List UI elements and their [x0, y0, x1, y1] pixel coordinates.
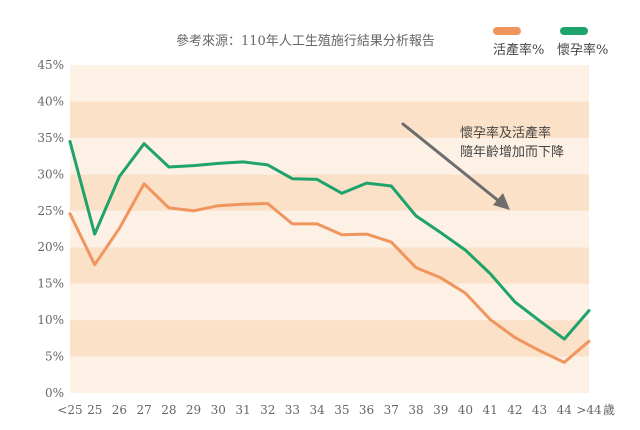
- x-tick-label: 26: [112, 403, 127, 417]
- legend-swatch-pregnancy: [560, 27, 588, 35]
- x-tick-label: 41: [483, 403, 498, 417]
- y-tick-label: 30%: [37, 167, 64, 181]
- legend-label-live-birth: 活產率%: [493, 42, 544, 58]
- x-tick-label: 29: [186, 403, 201, 417]
- source-note: 參考來源：110年人工生殖施行結果分析報告: [176, 33, 435, 49]
- y-tick-label: 0%: [45, 386, 64, 400]
- annotation-arrow-head: [493, 193, 510, 210]
- x-tick-label: 37: [384, 403, 399, 417]
- annotation-line-2: 隨年齡增加而下降: [460, 145, 564, 160]
- y-tick-label: 20%: [37, 240, 64, 254]
- annotation: 懷孕率及活產率 隨年齡增加而下降: [401, 122, 564, 210]
- x-tick-label: >44: [576, 403, 602, 417]
- series-line-live-birth: [68, 182, 591, 364]
- x-tick-label: 32: [260, 403, 275, 417]
- x-tick-label: 36: [359, 403, 374, 417]
- x-tick-label: 31: [235, 403, 250, 417]
- legend: 活產率% 懷孕率%: [493, 27, 608, 58]
- x-tick-label: 43: [532, 403, 547, 417]
- annotation-arrow-shaft: [401, 122, 502, 204]
- x-axis-ticks: <25 25 26 27 28 29 30 31 32 33 34 35 36 37 38 39 40 41 42 4…: [57, 403, 602, 417]
- x-tick-label: 30: [211, 403, 226, 417]
- background-band: [70, 283, 589, 321]
- series-lines: [68, 140, 591, 364]
- background-band: [70, 174, 589, 211]
- x-tick-label: 38: [408, 403, 423, 417]
- y-tick-label: 25%: [37, 204, 64, 218]
- background-band: [70, 65, 589, 102]
- x-tick-label: 33: [285, 403, 300, 417]
- x-tick-label: 44: [557, 403, 573, 417]
- x-tick-label: 42: [507, 403, 522, 417]
- legend-swatch-live-birth: [493, 27, 521, 35]
- x-tick-label: 28: [161, 403, 176, 417]
- x-tick-label: 35: [334, 403, 349, 417]
- x-tick-label: 39: [433, 403, 448, 417]
- background-band: [70, 320, 589, 357]
- y-tick-label: 35%: [37, 131, 64, 145]
- x-tick-label: 25: [87, 403, 102, 417]
- x-axis-unit: 歲: [603, 403, 615, 417]
- y-tick-label: 40%: [37, 94, 64, 108]
- background-band: [70, 356, 589, 393]
- x-tick-label: 40: [458, 403, 473, 417]
- y-axis-ticks: 0% 5% 10% 15% 20% 25% 30% 35% 40% 45%: [37, 58, 64, 400]
- x-tick-label: <25: [57, 403, 82, 417]
- annotation-line-1: 懷孕率及活產率: [460, 125, 551, 141]
- y-tick-label: 45%: [37, 58, 64, 72]
- y-tick-label: 15%: [37, 277, 64, 291]
- x-tick-label: 27: [137, 403, 152, 417]
- series-line-pregnancy: [68, 140, 591, 341]
- background-band: [70, 101, 589, 138]
- y-tick-label: 10%: [37, 313, 64, 327]
- background-band: [70, 247, 589, 284]
- y-tick-label: 5%: [45, 350, 64, 364]
- x-tick-label: 34: [310, 403, 326, 417]
- legend-label-pregnancy: 懷孕率%: [557, 42, 608, 58]
